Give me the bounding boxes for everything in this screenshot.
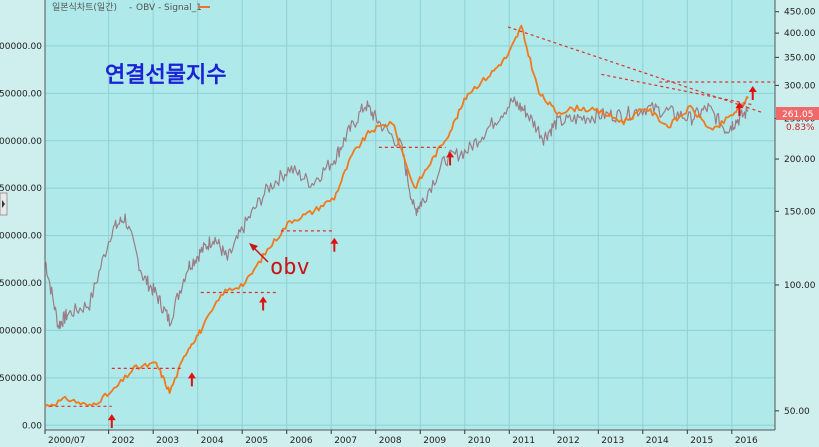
signal-arrow-icon: [187, 372, 196, 379]
trend-lines: [49, 26, 775, 407]
legend-item-signal: Signal_1: [164, 3, 202, 13]
series-price-line: [44, 96, 749, 330]
left-axis-panel: [0, 0, 45, 447]
x-tick-label: 2008: [379, 436, 402, 446]
series-obv-line: [44, 24, 749, 408]
chart-title: 연결선물지수: [105, 62, 226, 88]
x-tick-label: 2002: [112, 436, 135, 446]
x-tick-label: 2014: [646, 436, 669, 446]
signal-arrow-icon: [259, 296, 268, 303]
last-value-badge: [776, 107, 819, 120]
y-tick-label-left: 200000.00: [0, 232, 42, 242]
last-change: 0.83%: [786, 123, 815, 133]
y-tick-label-right: 400.00: [784, 29, 816, 39]
x-tick-label: 2016: [735, 436, 758, 446]
y-tick-label-left: 300000.00: [0, 137, 42, 147]
legend-item-obv: OBV: [136, 3, 156, 13]
plot-area: [45, 0, 775, 447]
right-axis-panel: [775, 0, 819, 447]
x-tick-label: 2003: [156, 436, 179, 446]
y-tick-label-right: 50.00: [784, 407, 810, 417]
legend-separator-2: -: [158, 3, 161, 13]
y-axis-left: 0.00 50000.00 100000.00 150000.00 200000.00 2…: [0, 0, 46, 431]
y-tick-label-left: 350000.00: [0, 89, 42, 99]
y-tick-label-left: 100000.00: [0, 326, 42, 336]
signal-arrow-icon: [330, 237, 339, 244]
x-tick-label: 2005: [245, 436, 268, 446]
x-tick-label: 2006: [290, 436, 313, 446]
y-tick-label-left: 50000.00: [0, 374, 42, 384]
signal-arrow-icon: [446, 151, 455, 158]
y-tick-label-left: 400000.00: [0, 42, 42, 52]
last-value: 261.05: [782, 110, 814, 120]
series-layer: [44, 24, 749, 408]
x-tick-label: 2007: [334, 436, 357, 446]
y-tick-label-right: 150.00: [784, 207, 816, 217]
grid: [45, 0, 775, 430]
x-tick-label: 2010: [468, 436, 491, 446]
y-tick-label-right: 200.00: [784, 155, 816, 165]
x-tick-label: 2015: [690, 436, 713, 446]
y-tick-label-left: 150000.00: [0, 279, 42, 289]
y-tick-label-right: 100.00: [784, 281, 816, 291]
x-tick-label: 2013: [601, 436, 624, 446]
x-axis-panel: [45, 430, 775, 447]
y-tick-label-right: 350.00: [784, 53, 816, 63]
x-tick-label: 2000/07: [48, 436, 85, 446]
x-axis: 2000/07 2002 2003 2004 2005 2006 2007 2008 2009 2…: [44, 429, 775, 446]
signal-arrows: [107, 85, 757, 429]
x-tick-label: 2011: [512, 436, 535, 446]
legend-prefix: 일본식차트(일간): [52, 1, 117, 13]
legend-separator-1: -: [129, 3, 132, 13]
x-tick-label: 2004: [201, 436, 224, 446]
obv-annotation-label: obv: [270, 255, 310, 280]
x-tick-label: 2009: [423, 436, 446, 446]
signal-arrow-icon: [107, 414, 116, 421]
y-tick-label-left: 0.00: [22, 421, 42, 431]
expand-arrow-icon[interactable]: [2, 200, 5, 208]
signal-arrow-icon: [735, 102, 744, 109]
x-tick-label: 2012: [557, 436, 580, 446]
y-tick-label-right: 450.00: [784, 8, 816, 18]
obv-annotation-arrowhead: [249, 243, 258, 251]
y-tick-label-left: 250000.00: [0, 184, 42, 194]
signal-arrow-icon: [748, 85, 757, 92]
breakout-line: [601, 73, 753, 106]
y-tick-label-right: 300.00: [784, 81, 816, 91]
